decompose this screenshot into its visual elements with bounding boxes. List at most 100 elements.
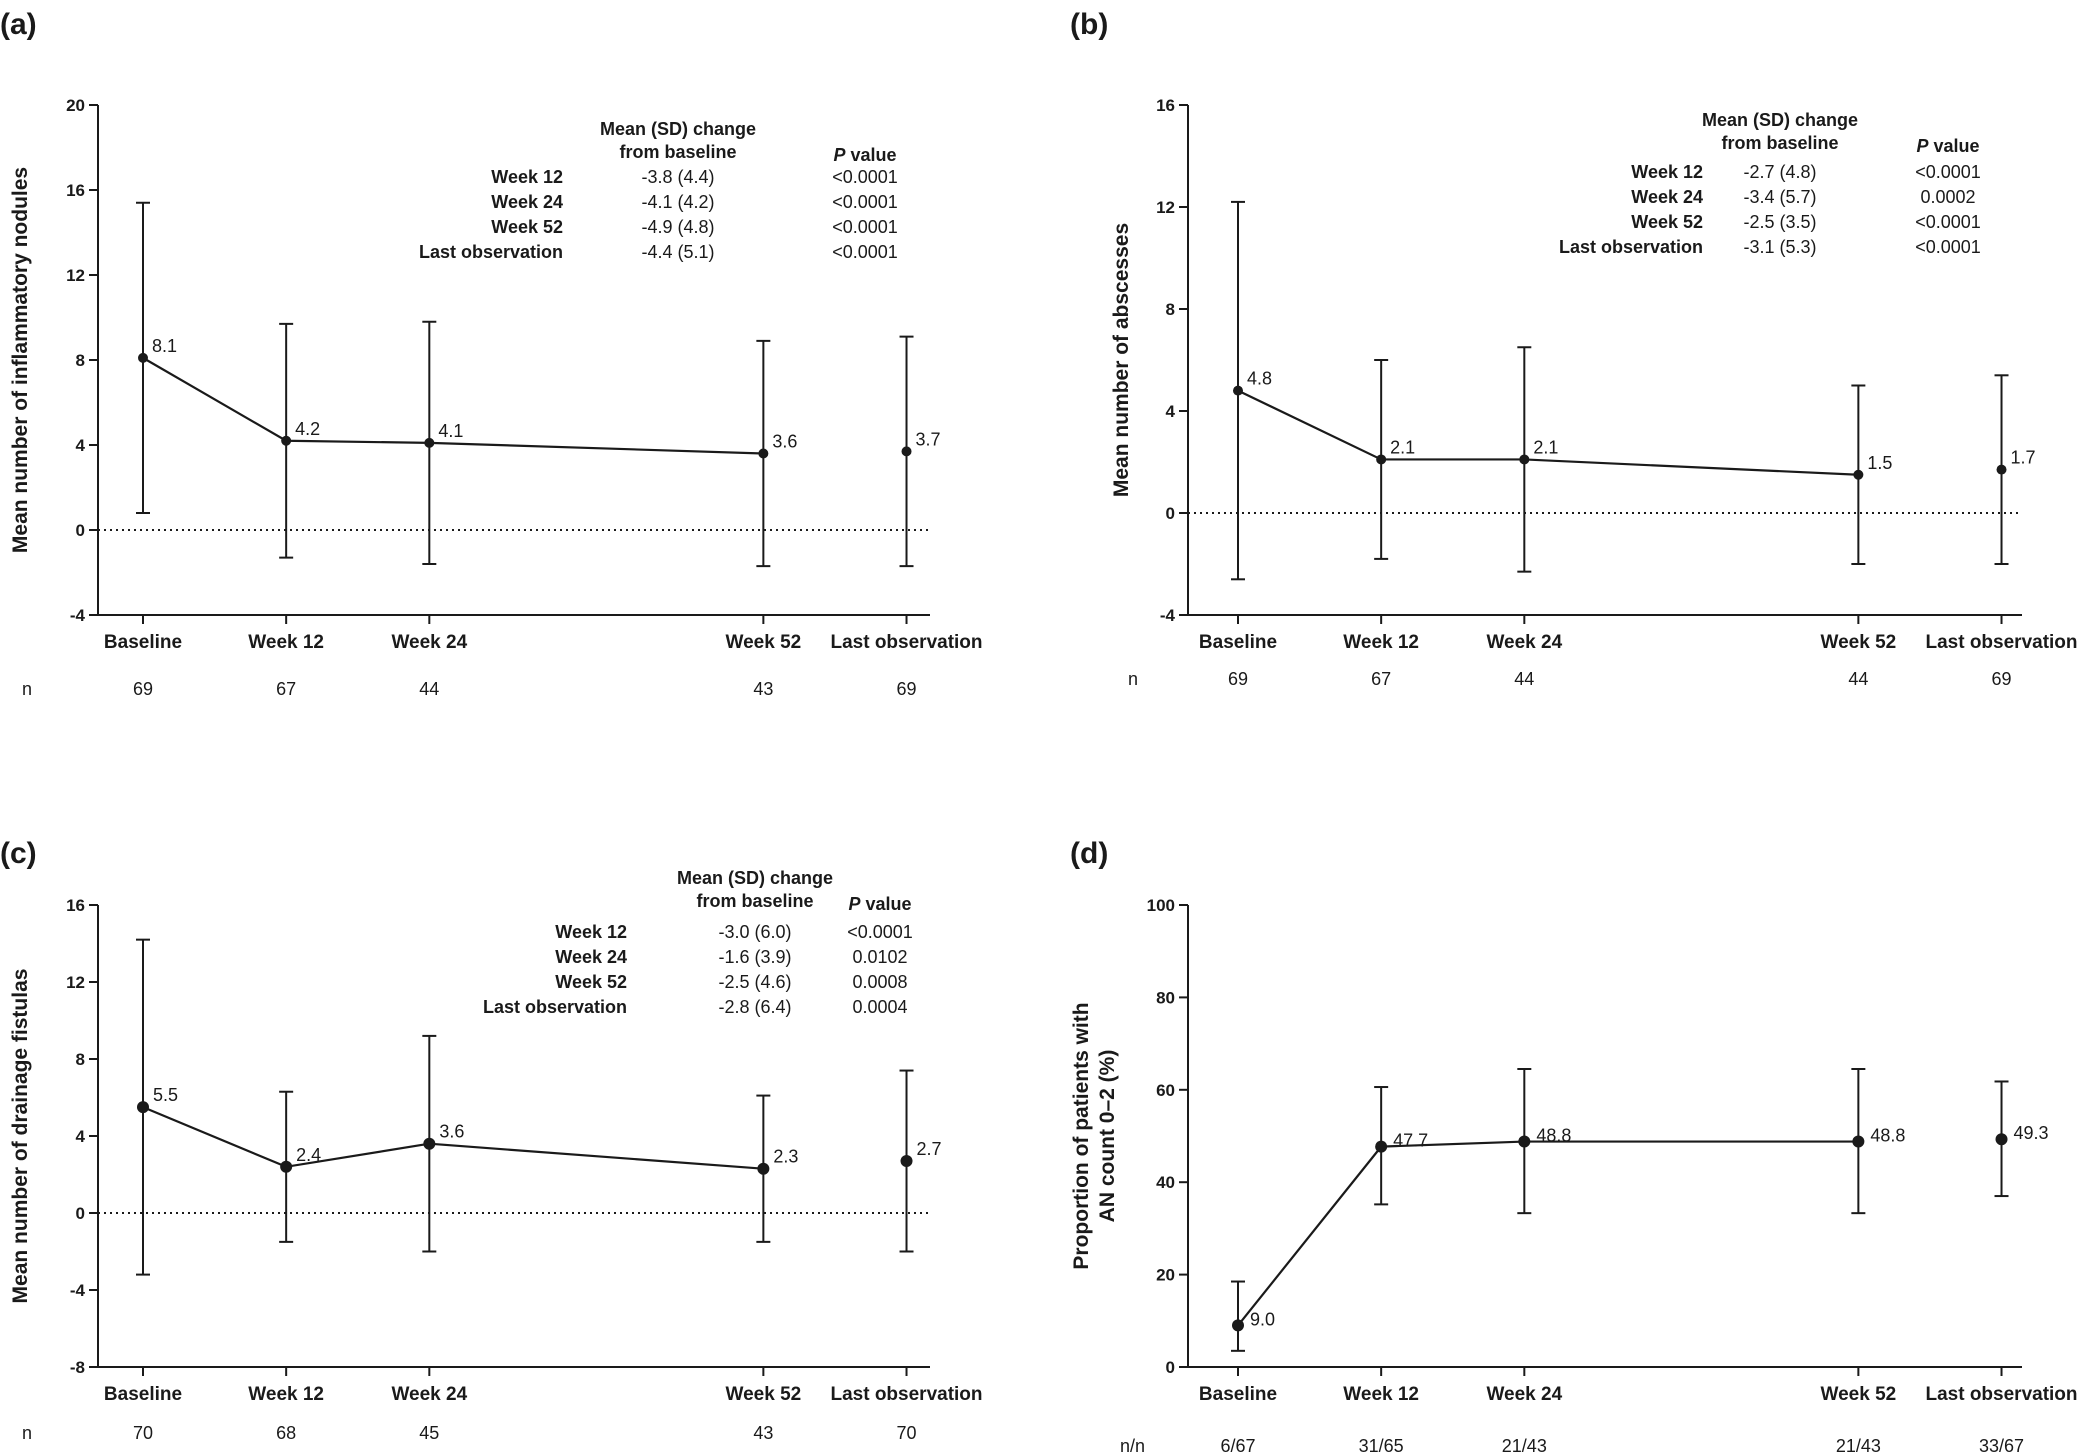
n-value: 69 [1992, 669, 2012, 689]
data-label: 1.7 [2011, 448, 2036, 468]
table-header-p-value: P value [833, 145, 896, 165]
p-value-word: value [1928, 136, 1979, 156]
n-value: 44 [419, 679, 439, 699]
n-row-label: n/n [1120, 1436, 1145, 1454]
x-category-label: Baseline [104, 632, 182, 653]
table-header-change-line1: Mean (SD) change [600, 119, 756, 139]
x-category-label: Week 24 [391, 1384, 467, 1405]
panel-label: (b) [1070, 8, 1108, 41]
data-point [758, 448, 769, 459]
n-value: 43 [753, 1423, 773, 1443]
table-row-label: Week 52 [1631, 212, 1703, 232]
data-point [1233, 385, 1243, 396]
y-tick-label: 0 [1166, 1358, 1175, 1377]
table-row-p-value: <0.0001 [847, 922, 913, 942]
y-tick-label: 16 [1156, 96, 1175, 115]
data-label: 47.7 [1393, 1131, 1428, 1151]
x-category-label: Week 12 [248, 1384, 324, 1405]
data-point [423, 1137, 436, 1150]
y-tick-label: 60 [1156, 1081, 1175, 1100]
y-tick-label: 0 [76, 521, 85, 540]
table-row-change: -1.6 (3.9) [718, 947, 791, 967]
series-line [1237, 389, 1859, 476]
n-value: 31/65 [1359, 1436, 1404, 1454]
p-value-word: value [845, 145, 896, 165]
y-tick-label: 40 [1156, 1173, 1175, 1192]
y-tick-label: 8 [76, 1050, 85, 1069]
x-category-label: Last observation [1925, 632, 2077, 653]
data-point [1995, 1133, 2008, 1146]
table-row-p-value: <0.0001 [832, 242, 898, 262]
n-value: 68 [276, 1423, 296, 1443]
table-header-change-line2: from baseline [619, 142, 736, 162]
data-point [1996, 464, 2007, 475]
table-header-change-line2: from baseline [696, 891, 813, 911]
p-italic: P [1916, 136, 1929, 156]
data-label: 2.4 [296, 1145, 321, 1165]
table-row-label: Last observation [419, 242, 563, 262]
data-label: 3.6 [772, 432, 797, 452]
chart-panel-b: (b) -4 0 4 8 12 16 Mean number of abscesses Base… [1070, 8, 2078, 689]
data-point [1232, 1319, 1244, 1332]
x-category-label: Week 52 [1821, 632, 1897, 653]
summary-table: Mean (SD) change from baseline P value Week… [1559, 110, 1981, 257]
n-row-label: n [1128, 669, 1138, 689]
x-category-label: Week 24 [391, 632, 467, 653]
n-value: 6/67 [1220, 1436, 1255, 1454]
x-category-label: Week 24 [1486, 632, 1562, 653]
x-category-label: Week 12 [1343, 632, 1419, 653]
data-point [424, 437, 435, 448]
data-point [1375, 1140, 1388, 1153]
y-axis-label-line: Proportion of patients with [1070, 1002, 1093, 1269]
table-row-p-value: 0.0008 [852, 972, 907, 992]
table-row-label: Week 12 [491, 167, 563, 187]
data-label: 4.1 [438, 421, 463, 441]
n-value: 70 [133, 1423, 153, 1443]
table-row-label: Week 52 [491, 217, 563, 237]
summary-table: Mean (SD) change from baseline P value Week… [419, 119, 898, 262]
data-point [1852, 1135, 1865, 1148]
table-row-label: Week 24 [1631, 187, 1703, 207]
data-label: 3.7 [916, 429, 941, 449]
y-tick-label: 4 [76, 436, 86, 455]
table-row-p-value: 0.0002 [1920, 187, 1975, 207]
y-tick-label: 8 [76, 351, 85, 370]
y-tick-label: -8 [70, 1358, 85, 1377]
data-label: 5.5 [153, 1085, 178, 1105]
table-row-change: -3.0 (6.0) [718, 922, 791, 942]
data-label: 2.7 [917, 1139, 942, 1159]
y-tick-label: 12 [1156, 198, 1175, 217]
data-label: 2.1 [1390, 437, 1415, 457]
data-label: 1.5 [1867, 453, 1892, 473]
p-value-word: value [860, 894, 911, 914]
n-value: 67 [1371, 669, 1391, 689]
data-label: 48.8 [1536, 1126, 1571, 1146]
n-value: 45 [419, 1423, 439, 1443]
data-label: 49.3 [2014, 1123, 2049, 1143]
table-row-change: -4.1 (4.2) [641, 192, 714, 212]
n-value: 21/43 [1502, 1436, 1547, 1454]
table-row-label: Week 24 [491, 192, 563, 212]
table-row-label: Last observation [483, 997, 627, 1017]
table-row-p-value: <0.0001 [832, 167, 898, 187]
data-point [1518, 1135, 1531, 1148]
y-axis-label-line: AN count 0–2 (%) [1096, 1050, 1119, 1223]
data-point [138, 352, 148, 363]
y-tick-label: 12 [66, 266, 85, 285]
table-row-p-value: <0.0001 [1915, 212, 1981, 232]
data-point [900, 1155, 913, 1168]
y-tick-label: 12 [66, 973, 85, 992]
y-tick-label: -4 [1160, 606, 1176, 625]
data-label: 8.1 [152, 336, 177, 356]
table-row-p-value: <0.0001 [832, 217, 898, 237]
table-row-label: Week 12 [555, 922, 627, 942]
y-axis-label: Mean number of inflammatory nodules [9, 167, 32, 553]
data-point [137, 1101, 149, 1114]
table-header-change-line1: Mean (SD) change [1702, 110, 1858, 130]
table-row-change: -2.5 (3.5) [1743, 212, 1816, 232]
chart-panel-d: (d) 0 20 40 60 80 100 Proportion of patients wi… [1070, 837, 2078, 1454]
x-category-label: Last observation [1925, 1384, 2077, 1405]
panel-label: (d) [1070, 837, 1108, 870]
table-row-p-value: 0.0102 [852, 947, 907, 967]
table-row-label: Week 12 [1631, 162, 1703, 182]
